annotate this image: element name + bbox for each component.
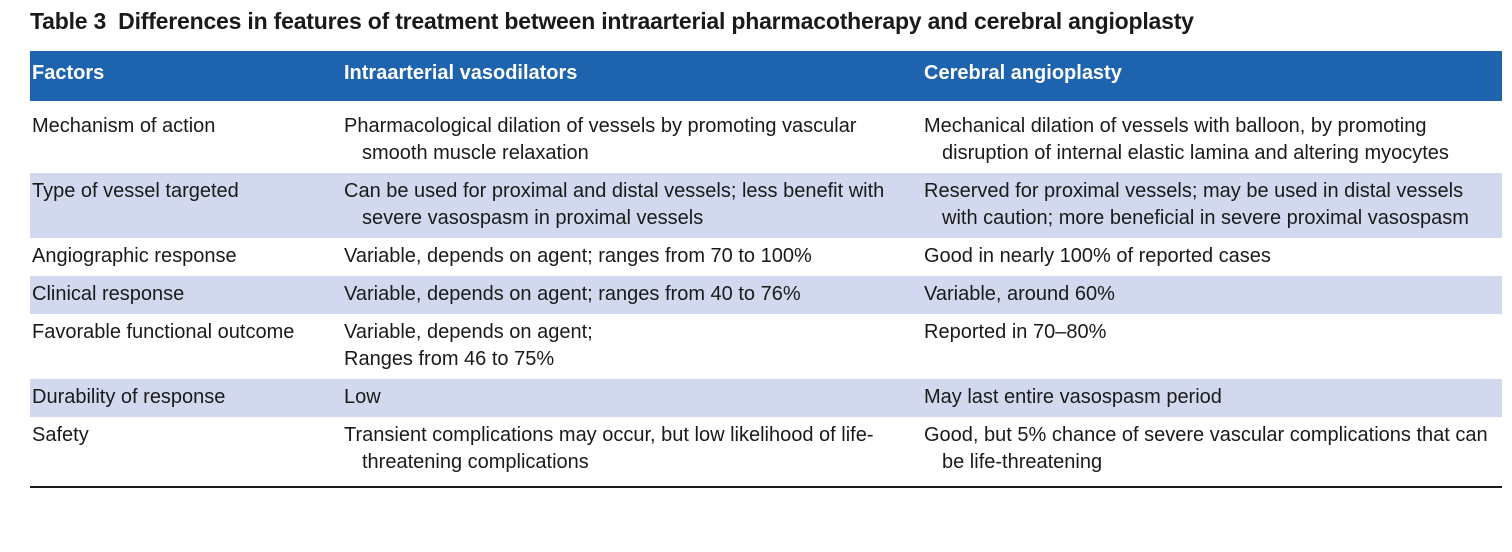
cell-angioplasty: Good in nearly 100% of reported cases xyxy=(924,245,1271,267)
table-title: Table 3 Differences in features of treatm… xyxy=(30,8,1194,35)
cell-factor: Mechanism of action xyxy=(32,115,216,137)
table-row: Safety Transient complications may occur… xyxy=(30,417,1502,486)
header-angioplasty: Cerebral angioplasty xyxy=(924,62,1122,84)
cell-factor: Type of vessel targeted xyxy=(32,180,239,202)
cell-vasodilators: Pharmacological dilation of vessels by p… xyxy=(344,115,857,164)
cell-vasodilators-line1: Variable, depends on agent; xyxy=(344,321,593,343)
table-row: Durability of response Low May last enti… xyxy=(30,379,1502,417)
cell-factor: Durability of response xyxy=(32,386,226,408)
cell-angioplasty: Variable, around 60% xyxy=(924,283,1115,305)
comparison-table: Factors Intraarterial vasodilators Cereb… xyxy=(30,51,1502,488)
cell-angioplasty: May last entire vasospasm period xyxy=(924,386,1222,408)
table-label: Table 3 xyxy=(30,8,107,34)
cell-angioplasty: Reported in 70–80% xyxy=(924,321,1107,343)
cell-vasodilators: Variable, depends on agent; Ranges from … xyxy=(344,319,924,373)
table-row: Angiographic response Variable, depends … xyxy=(30,238,1502,276)
cell-factor: Angiographic response xyxy=(32,245,237,267)
cell-vasodilators-line2: Ranges from 46 to 75% xyxy=(344,348,555,370)
cell-angioplasty: Mechanical dilation of vessels with ball… xyxy=(924,115,1449,164)
cell-factor: Favorable functional outcome xyxy=(32,321,295,343)
cell-vasodilators: Transient complications may occur, but l… xyxy=(344,424,874,473)
table-caption: Differences in features of treatment bet… xyxy=(118,8,1194,34)
table-row: Mechanism of action Pharmacological dila… xyxy=(30,111,1502,173)
cell-vasodilators: Can be used for proximal and distal vess… xyxy=(344,180,885,229)
table-row: Favorable functional outcome Variable, d… xyxy=(30,314,1502,379)
table-row: Clinical response Variable, depends on a… xyxy=(30,276,1502,314)
cell-factor: Clinical response xyxy=(32,283,185,305)
cell-factor: Safety xyxy=(32,424,89,446)
cell-vasodilators: Variable, depends on agent; ranges from … xyxy=(344,283,801,305)
table-header-row: Factors Intraarterial vasodilators Cereb… xyxy=(30,51,1502,101)
cell-vasodilators: Low xyxy=(344,386,381,408)
header-spacer xyxy=(30,101,1502,111)
cell-angioplasty: Reserved for proximal vessels; may be us… xyxy=(924,180,1469,229)
cell-angioplasty: Good, but 5% chance of severe vascular c… xyxy=(924,424,1488,473)
table-row: Type of vessel targeted Can be used for … xyxy=(30,173,1502,238)
cell-vasodilators: Variable, depends on agent; ranges from … xyxy=(344,245,812,267)
header-vasodilators: Intraarterial vasodilators xyxy=(344,62,578,84)
table-bottom-rule xyxy=(30,486,1502,488)
header-factors: Factors xyxy=(32,62,105,84)
